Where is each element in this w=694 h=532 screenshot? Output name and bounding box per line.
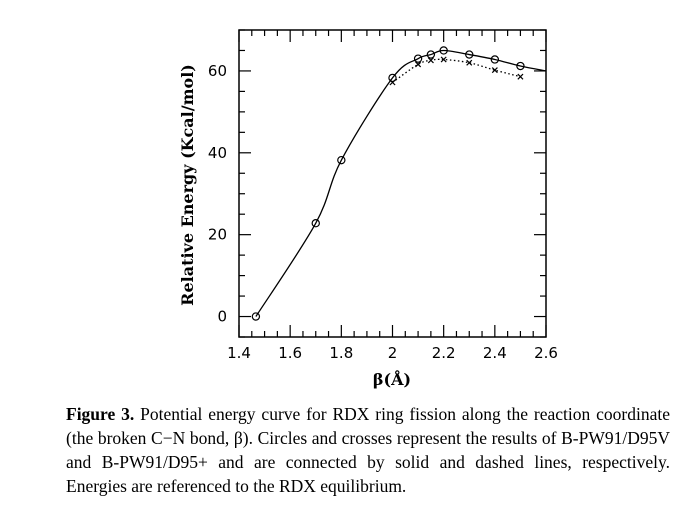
x-tick-label: 2.2 bbox=[432, 344, 456, 362]
x-tick-label: 2.6 bbox=[534, 344, 558, 362]
circle-point bbox=[337, 155, 346, 165]
circle-point bbox=[413, 54, 423, 63]
y-tick-label: 0 bbox=[217, 308, 227, 326]
energy-chart: 1.4 1.6 1.8 2 2.2 2.4 2.6 0 20 40 60 β(Å) Relative… bbox=[178, 29, 558, 389]
cross-point bbox=[491, 67, 498, 74]
x-tick-label: 1.4 bbox=[227, 344, 251, 362]
cross-point bbox=[415, 61, 422, 68]
cross-point bbox=[517, 73, 524, 80]
x-tick-label: 1.6 bbox=[278, 344, 302, 362]
y-tick-label: 40 bbox=[208, 144, 227, 162]
series-line-2 bbox=[392, 58, 521, 83]
y-tick-label: 60 bbox=[208, 62, 227, 80]
circle-point bbox=[311, 219, 320, 228]
x-tick-label: 1.8 bbox=[329, 344, 353, 362]
circle-point bbox=[516, 61, 525, 71]
caption-label: Figure 3. bbox=[66, 404, 135, 424]
x-tick-label: 2.4 bbox=[483, 344, 507, 362]
circle-point bbox=[251, 312, 261, 321]
caption-text: Potential energy curve for RDX ring fiss… bbox=[66, 404, 671, 496]
cross-point bbox=[466, 59, 473, 66]
circle-point bbox=[426, 50, 436, 59]
circle-point bbox=[490, 55, 500, 64]
series-line-1 bbox=[255, 49, 547, 317]
plot-frame bbox=[238, 29, 547, 338]
x-tick-label: 2 bbox=[388, 344, 398, 362]
y-axis-title: Relative Energy (Kcal/mol) bbox=[178, 64, 197, 306]
cross-point bbox=[389, 79, 396, 86]
x-axis-title: β(Å) bbox=[373, 368, 411, 389]
figure-caption: Figure 3. Potential energy curve for RDX… bbox=[66, 402, 670, 498]
circle-point bbox=[465, 50, 474, 59]
circle-point bbox=[388, 73, 397, 83]
y-tick-label: 20 bbox=[208, 226, 227, 244]
cross-point bbox=[427, 57, 434, 64]
circle-point bbox=[439, 46, 448, 55]
cross-point bbox=[440, 56, 447, 63]
